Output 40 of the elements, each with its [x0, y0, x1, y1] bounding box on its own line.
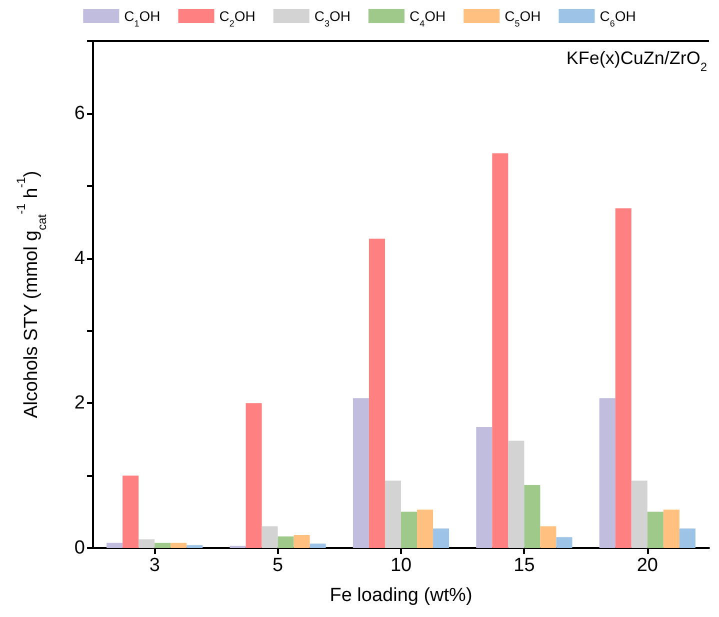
bar	[647, 512, 664, 548]
bar	[492, 153, 508, 548]
bar	[262, 526, 278, 548]
x-tick-label: 15	[514, 555, 535, 576]
bar	[524, 484, 540, 548]
x-tick-label: 10	[390, 555, 412, 576]
x-tick-label: 5	[272, 555, 284, 576]
bar	[631, 480, 648, 548]
y-tick-label: 0	[74, 538, 85, 558]
bar	[246, 403, 262, 548]
bar	[679, 528, 696, 548]
bar	[556, 537, 572, 548]
bar	[615, 208, 632, 548]
bar	[278, 536, 294, 548]
y-tick-label: 4	[74, 248, 86, 269]
y-axis-title: Alcohols STY (mmol gcat-1 h-1)	[14, 170, 49, 418]
y-tick-label: 2	[74, 392, 85, 414]
x-tick-label: 3	[149, 555, 160, 576]
bar	[599, 398, 616, 548]
bar	[663, 510, 680, 548]
bar	[170, 542, 187, 548]
bar	[433, 528, 450, 548]
bar	[476, 427, 492, 548]
bar	[368, 238, 385, 548]
bar	[138, 539, 155, 548]
bar	[417, 510, 434, 548]
bar	[186, 545, 203, 548]
bar	[122, 476, 139, 548]
bar	[106, 542, 123, 548]
bar	[384, 480, 401, 548]
bar	[508, 440, 524, 548]
bar	[540, 526, 556, 548]
bar	[154, 542, 171, 548]
x-tick-label: 20	[636, 555, 658, 576]
bar	[310, 544, 326, 548]
bar	[352, 398, 369, 548]
bar	[294, 534, 310, 548]
bar	[401, 512, 418, 548]
y-tick-label: 6	[74, 102, 85, 124]
x-axis-title: Fe loading (wt%)	[330, 585, 472, 606]
